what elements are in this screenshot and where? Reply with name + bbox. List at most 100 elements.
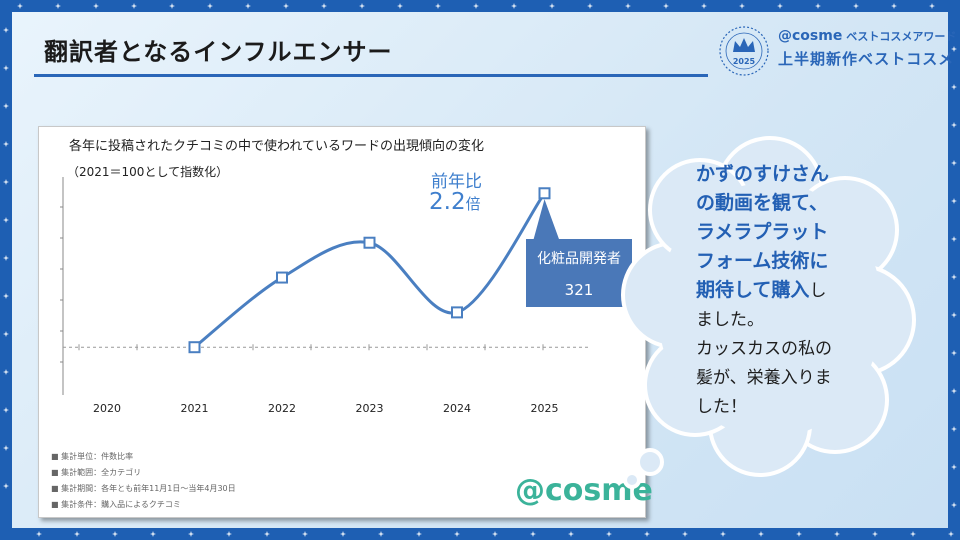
sparkle-icon [682,531,688,537]
data-point [276,271,288,284]
sparkle-icon [397,3,403,9]
x-tick-label: 2021 [181,402,209,415]
sparkle-icon [3,141,9,147]
sparkle-icon [3,331,9,337]
sparkle-icon [739,3,745,9]
note-item: ■ 集計期間：各年とも前年11月1日～当年4月30日 [51,484,236,493]
sparkle-icon [3,445,9,451]
bubble-line: 髪が、栄養入りま [696,368,832,388]
sparkle-icon [951,198,957,204]
sparkle-icon [3,483,9,489]
sparkle-icon [36,531,42,537]
x-tick-label: 2023 [356,402,384,415]
award-subtitle: 上半期新作ベストコスメ [778,50,955,68]
x-tick-label: 2025 [531,402,559,415]
x-tick-label: 2022 [268,402,296,415]
sparkle-icon [951,426,957,432]
callout-box: 化粧品開発者 321 [526,239,632,307]
sparkle-icon [951,84,957,90]
sparkle-icon [929,3,935,9]
chart-notes: ■ 集計単位：件数比率 ■ 集計範囲：全カテゴリ ■ 集計期間：各年とも前年11… [51,449,236,513]
sparkle-icon [910,531,916,537]
x-tick-label: 2024 [443,402,471,415]
sparkle-icon [951,274,957,280]
data-point [363,236,376,249]
sparkle-icon [264,531,270,537]
series-line [193,192,546,349]
sparkle-icon [951,236,957,242]
sparkle-icon [3,103,9,109]
sparkle-icon [454,531,460,537]
sparkle-icon [74,531,80,537]
sparkle-icon [359,3,365,9]
bubble-line: フォーム技術に [696,250,829,272]
sparkle-icon [796,531,802,537]
sparkle-icon [416,531,422,537]
sparkle-icon [834,531,840,537]
sparkle-icon [283,3,289,9]
bubble-line: ラメラプラット [696,221,829,243]
slide-title: 翻訳者となるインフルエンサー [44,38,393,66]
sparkle-icon [815,3,821,9]
sparkle-icon [245,3,251,9]
award-name: ベストコスメアワード [846,30,957,43]
sparkle-icon [951,464,957,470]
yoy-label: 前年比 [431,172,482,192]
note-item: ■ 集計範囲：全カテゴリ [51,468,142,477]
sparkle-icon [169,3,175,9]
yoy-number: 2.2 [429,189,466,215]
sparkle-icon [226,531,232,537]
sparkle-icon [891,3,897,9]
chart-title: 各年に投稿されたクチコミの中で使われているワードの出現傾向の変化 [69,139,484,154]
crown-badge-icon: 2025 [719,26,769,76]
thought-bubble [621,136,916,489]
sparkle-icon [948,531,954,537]
sparkle-icon [131,3,137,9]
x-tick-label: 2020 [93,402,121,415]
sparkle-icon [93,3,99,9]
sparkle-icon [758,531,764,537]
sparkle-icon [663,3,669,9]
note-item: ■ 集計条件：購入品によるクチコミ [51,500,181,509]
sparkle-icon [951,160,957,166]
sparkle-icon [492,531,498,537]
chart-subtitle: （2021＝100として指数化） [67,165,229,179]
sparkle-icon [872,531,878,537]
sparkle-icon [435,3,441,9]
award-line-1: @cosme ベストコスメアワード [778,28,956,44]
bubble-line: かずのすけさん [696,163,830,185]
sparkle-icon [188,531,194,537]
sparkle-icon [530,531,536,537]
award-brand: @cosme [778,28,843,44]
sparkle-icon [3,407,9,413]
title-underline [34,74,708,77]
bubble-line: 期待して購入し [696,279,827,301]
sparkle-icon [701,3,707,9]
sparkle-icon [777,3,783,9]
sparkle-icon [511,3,517,9]
callout-value: 321 [564,281,594,299]
sparkle-icon [853,3,859,9]
sparkle-icon [951,502,957,508]
data-point [188,341,201,354]
sparkle-icon [606,531,612,537]
sparkle-icon [3,27,9,33]
data-point [538,187,551,200]
sparkle-icon [587,3,593,9]
award-logo: 2025 @cosme ベストコスメアワード 上半期新作ベストコスメ [716,22,956,82]
sparkle-icon [951,388,957,394]
callout-pointer [532,199,561,244]
sparkle-icon [473,3,479,9]
bubble-line: ました。 [696,310,764,330]
line-chart: 2020 2021 2022 2023 2024 2025 [60,177,591,415]
note-item: ■ 集計単位：件数比率 [51,452,134,461]
sparkle-icon [951,312,957,318]
sparkle-icon [625,3,631,9]
callout-label: 化粧品開発者 [537,251,621,267]
sparkle-icon [3,217,9,223]
sparkle-icon [112,531,118,537]
sparkle-icon [3,293,9,299]
sparkle-icon [3,255,9,261]
bubble-line: の動画を観て、 [696,192,829,214]
